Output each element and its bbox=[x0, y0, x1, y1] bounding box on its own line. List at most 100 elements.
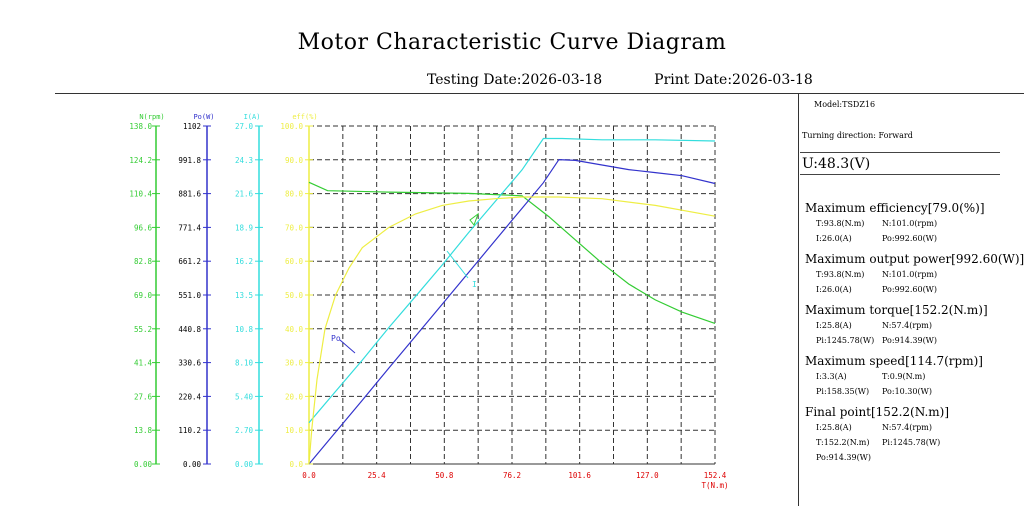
section-value: I:26.0(A) bbox=[816, 234, 852, 243]
power-tick-label: 110.2 bbox=[178, 426, 201, 435]
speed-tick-label: 27.6 bbox=[134, 392, 153, 401]
x-tick-label: 0.0 bbox=[302, 471, 316, 480]
current-tick-label: 16.2 bbox=[235, 257, 253, 266]
speed-tick-label: 82.8 bbox=[134, 257, 153, 266]
x-axis-label: T(N.m) bbox=[701, 481, 728, 490]
efficiency-tick-label: 100.0 bbox=[280, 122, 303, 131]
efficiency-tick-label: 40.0 bbox=[285, 325, 304, 334]
current-tick-label: 18.9 bbox=[235, 223, 253, 232]
speed-axis-title: N(rpm) bbox=[139, 113, 164, 121]
section-value: Po:992.60(W) bbox=[882, 285, 938, 294]
section-value: T:93.8(N.m) bbox=[816, 270, 865, 279]
section-heading: Maximum speed[114.7(rpm)] bbox=[805, 354, 983, 368]
efficiency-axis-title: eff(%) bbox=[292, 113, 317, 121]
panel-rule-2 bbox=[800, 174, 1000, 175]
current-tick-label: 21.6 bbox=[235, 190, 254, 199]
section-value: N:57.4(rpm) bbox=[882, 423, 932, 432]
panel-rule-1 bbox=[800, 152, 1000, 153]
model-label: Model:TSDZ16 bbox=[814, 100, 876, 109]
section-value: Po:992.60(W) bbox=[882, 234, 938, 243]
section-value: I:3.3(A) bbox=[816, 372, 847, 381]
x-tick-label: 50.8 bbox=[435, 471, 454, 480]
chart-title: Motor Characteristic Curve Diagram bbox=[297, 30, 727, 55]
current-tick-label: 0.00 bbox=[235, 460, 254, 469]
current-tick-label: 5.40 bbox=[235, 392, 254, 401]
current-tick-label: 13.5 bbox=[235, 291, 253, 300]
section-heading: Maximum torque[152.2(N.m)] bbox=[805, 303, 988, 317]
section-value: I:25.8(A) bbox=[816, 321, 852, 330]
results-panel: Model:TSDZ16 Turning direction: Forward U:… bbox=[800, 94, 1024, 506]
panel-divider bbox=[798, 93, 799, 506]
power-annotation-leader bbox=[339, 339, 356, 354]
power-tick-label: 881.6 bbox=[178, 190, 201, 199]
current-axis-title: I(A) bbox=[244, 113, 261, 121]
power-tick-label: 220.4 bbox=[178, 392, 201, 401]
efficiency-curve bbox=[308, 196, 716, 465]
section-value: I:26.0(A) bbox=[816, 285, 852, 294]
power-annotation-label: Po bbox=[331, 334, 341, 343]
efficiency-tick-label: 20.0 bbox=[285, 392, 304, 401]
power-tick-label: 0.00 bbox=[183, 460, 202, 469]
x-tick-label: 152.4 bbox=[704, 471, 727, 480]
efficiency-tick-label: 0.0 bbox=[289, 460, 303, 469]
speed-tick-label: 41.4 bbox=[134, 359, 153, 368]
section-value: Po:10.30(W) bbox=[882, 387, 932, 396]
section-value: Po:914.39(W) bbox=[882, 336, 938, 345]
section-value: I:25.8(A) bbox=[816, 423, 852, 432]
efficiency-tick-label: 70.0 bbox=[285, 223, 304, 232]
power-axis-title: Po(W) bbox=[193, 113, 214, 121]
header-divider bbox=[55, 93, 1024, 94]
current-annotation-label: I bbox=[472, 280, 477, 289]
power-tick-label: 661.2 bbox=[178, 257, 201, 266]
date-line: Testing Date:2026-03-18 Print Date:2026-0… bbox=[427, 72, 813, 88]
direction-label: Turning direction: Forward bbox=[802, 131, 913, 140]
section-value: Po:914.39(W) bbox=[816, 453, 872, 462]
section-value: N:101.0(rpm) bbox=[882, 270, 938, 279]
grid bbox=[309, 125, 716, 464]
print-date: Print Date:2026-03-18 bbox=[654, 72, 813, 88]
speed-curve bbox=[308, 181, 716, 324]
current-tick-label: 2.70 bbox=[235, 426, 254, 435]
speed-marker bbox=[469, 212, 480, 227]
current-tick-label: 24.3 bbox=[235, 156, 253, 165]
current-tick-label: 27.0 bbox=[235, 122, 254, 131]
section-value: T:152.2(N.m) bbox=[816, 438, 870, 447]
speed-tick-label: 138.0 bbox=[129, 122, 152, 131]
x-tick-label: 101.6 bbox=[568, 471, 591, 480]
voltage-label: U:48.3(V) bbox=[802, 156, 871, 172]
motor-chart: 0.0 25.4 50.8 76.2 101.6 127.0 152.4T(N.m)0.00… bbox=[129, 113, 728, 490]
section-value: Pi:1245.78(W) bbox=[816, 336, 875, 345]
efficiency-tick-label: 10.0 bbox=[285, 426, 304, 435]
power-curve bbox=[308, 158, 716, 465]
current-tick-label: 8.10 bbox=[235, 359, 254, 368]
section-heading: Maximum output power[992.60(W)] bbox=[805, 252, 1024, 266]
power-tick-label: 771.4 bbox=[178, 223, 201, 232]
current-tick-label: 10.8 bbox=[235, 325, 254, 334]
current-curve bbox=[308, 137, 716, 424]
power-tick-label: 440.8 bbox=[178, 325, 201, 334]
section-heading: Maximum efficiency[79.0(%)] bbox=[805, 201, 985, 215]
efficiency-tick-label: 60.0 bbox=[285, 257, 304, 266]
efficiency-tick-label: 80.0 bbox=[285, 190, 304, 199]
efficiency-tick-label: 50.0 bbox=[285, 291, 304, 300]
speed-tick-label: 69.0 bbox=[134, 291, 153, 300]
section-value: N:101.0(rpm) bbox=[882, 219, 938, 228]
section-value: T:0.9(N.m) bbox=[882, 372, 926, 381]
efficiency-tick-label: 90.0 bbox=[285, 156, 304, 165]
speed-tick-label: 0.00 bbox=[134, 460, 153, 469]
power-tick-label: 551.0 bbox=[178, 291, 201, 300]
speed-tick-label: 124.2 bbox=[129, 156, 152, 165]
section-value: T:93.8(N.m) bbox=[816, 219, 865, 228]
power-tick-label: 991.8 bbox=[178, 156, 201, 165]
speed-tick-label: 13.8 bbox=[134, 426, 153, 435]
testing-date: Testing Date:2026-03-18 bbox=[427, 72, 603, 88]
efficiency-tick-label: 30.0 bbox=[285, 359, 304, 368]
section-value: Pi:158.35(W) bbox=[816, 387, 870, 396]
x-tick-label: 127.0 bbox=[636, 471, 659, 480]
section-value: N:57.4(rpm) bbox=[882, 321, 932, 330]
speed-tick-label: 110.4 bbox=[129, 190, 152, 199]
power-tick-label: 330.6 bbox=[178, 359, 201, 368]
current-annotation-leader bbox=[446, 250, 469, 279]
section-value: Pi:1245.78(W) bbox=[882, 438, 941, 447]
speed-tick-label: 96.6 bbox=[134, 223, 153, 232]
